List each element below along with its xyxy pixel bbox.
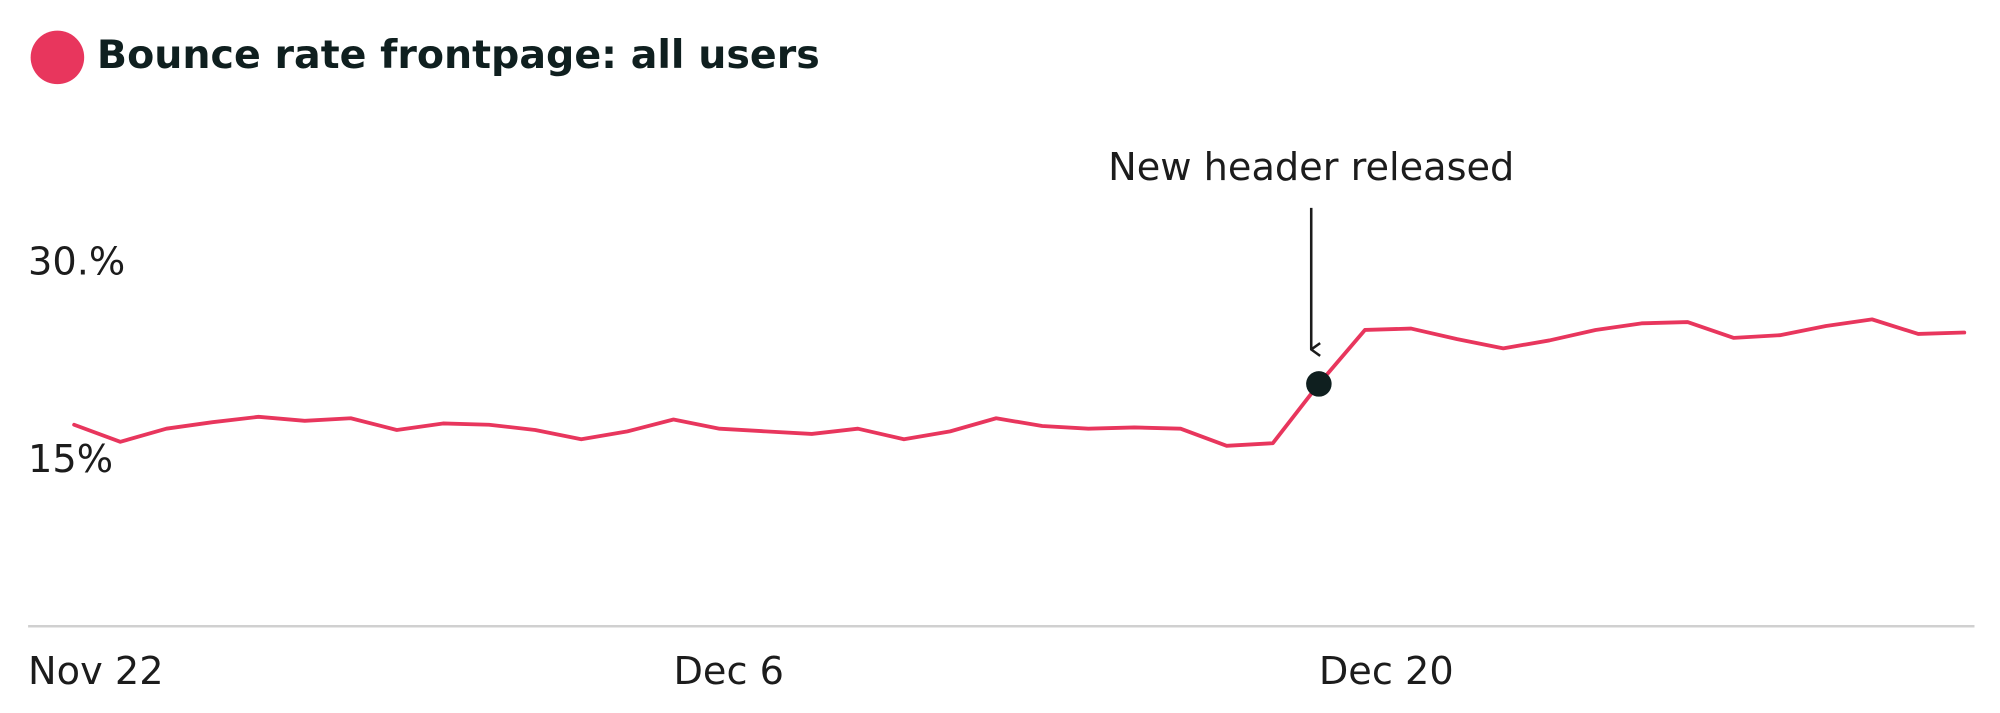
data-line: [72, 317, 1967, 448]
legend-label: Bounce rate frontpage: all users: [97, 32, 820, 78]
y-tick-label: 30.%: [28, 240, 125, 285]
x-tick-label: Dec 6: [673, 649, 784, 694]
y-tick-label: 15%: [28, 437, 113, 482]
x-tick-label: Dec 20: [1319, 649, 1454, 694]
annotation-point: [1306, 371, 1332, 397]
annotation-label: New header released: [1108, 145, 1514, 190]
x-tick-label: Nov 22: [28, 649, 163, 694]
legend-swatch: [30, 30, 85, 85]
